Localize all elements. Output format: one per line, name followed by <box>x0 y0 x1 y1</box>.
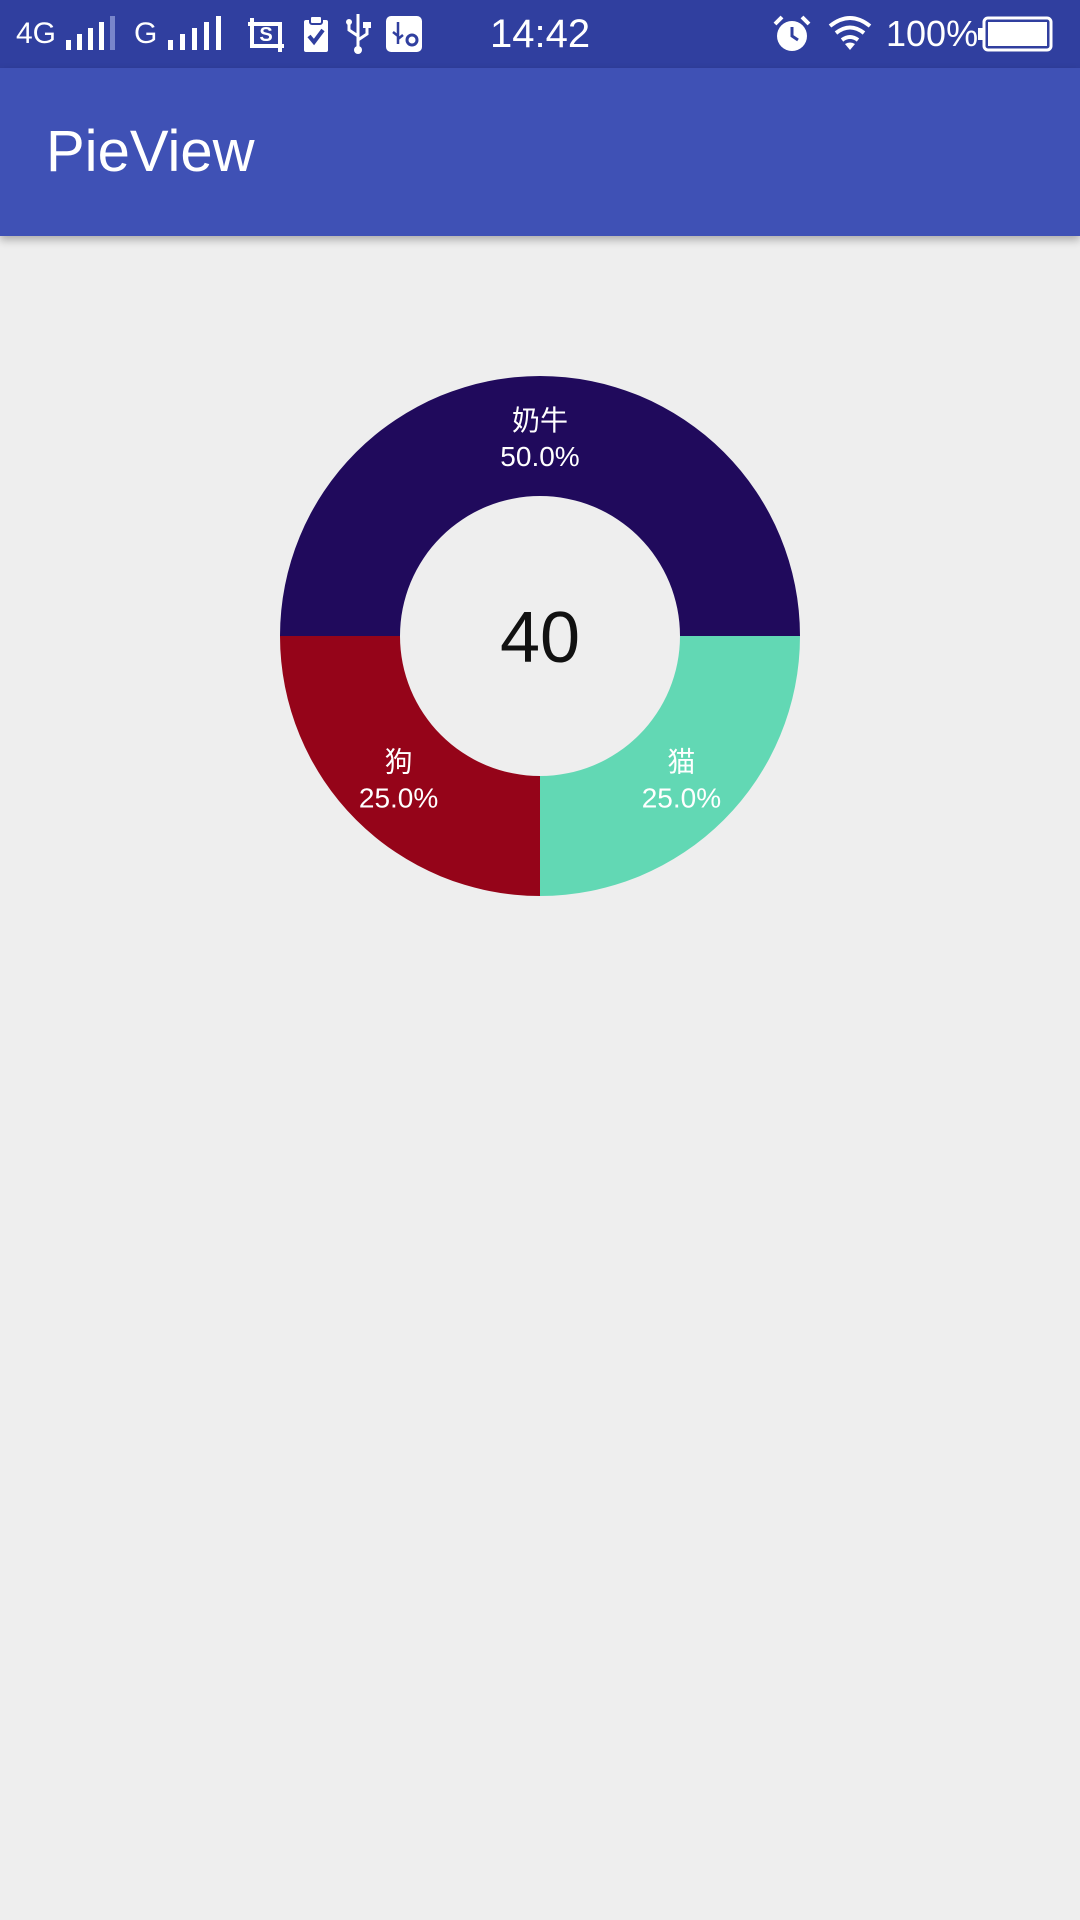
battery-icon <box>978 16 1053 52</box>
usb-icon <box>346 14 371 54</box>
donut-chart: 奶牛 50.0% 猫 25.0% 狗 25.0% 40 <box>280 376 800 896</box>
svg-text:S: S <box>259 24 272 46</box>
pie-view: 奶牛 50.0% 猫 25.0% 狗 25.0% 40 <box>0 236 1080 1920</box>
signal-icon <box>66 16 115 50</box>
clipboard-check-icon <box>304 15 328 52</box>
slice-percent-label: 25.0% <box>359 782 438 813</box>
pie-slice-2[interactable] <box>540 636 800 896</box>
signal-icon <box>168 16 221 50</box>
alarm-icon <box>773 15 811 51</box>
network-type-4g: 4G <box>16 17 57 50</box>
usb-settings-icon <box>386 16 422 52</box>
screenshot-icon: S <box>248 18 284 52</box>
battery-percent: 100% <box>886 13 979 54</box>
wifi-icon <box>828 16 872 50</box>
network-type-g: G <box>134 17 158 50</box>
clock: 14:42 <box>490 12 591 56</box>
pie-slice-1[interactable] <box>280 376 800 636</box>
center-value: 40 <box>500 598 580 678</box>
slice-label: 狗 <box>385 745 413 778</box>
slice-percent-label: 25.0% <box>642 782 721 813</box>
slice-label: 猫 <box>667 745 695 778</box>
pie-slice-3[interactable] <box>280 636 540 896</box>
slice-label: 奶牛 <box>512 404 568 437</box>
status-bar: 4G G S 14:42 <box>0 0 1080 68</box>
app-bar: PieView <box>0 68 1080 236</box>
slice-percent-label: 50.0% <box>500 441 579 472</box>
app-title: PieView <box>46 119 255 184</box>
